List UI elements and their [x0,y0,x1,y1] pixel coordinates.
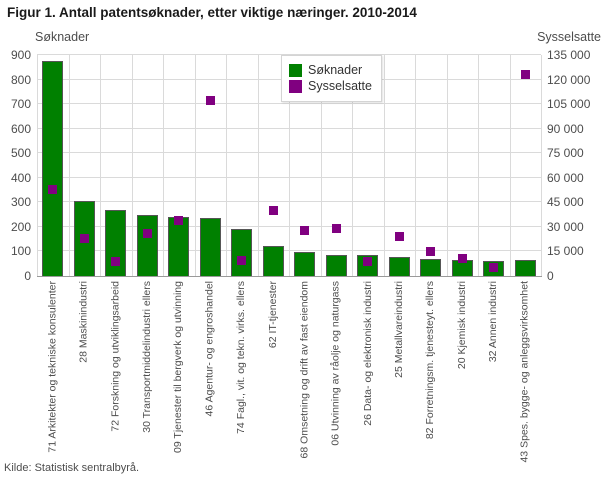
y-tick-label-left: 400 [10,170,31,185]
y-tick-label-right: 0 [547,269,554,283]
x-tick-label: 72 Forskning og utviklingsarbeid [109,281,122,432]
x-tick-label: 62 IT-tjenester [266,281,279,349]
y-tick-label-left: 900 [10,48,31,62]
x-axis-line [37,276,542,277]
gridline [195,55,196,276]
y-tick-label-left: 300 [10,195,31,210]
gridline [447,55,448,276]
y-tick-label-right: 90 000 [547,121,584,136]
x-tick-label: 68 Omsetning og drift av fast eiendom [298,281,311,459]
bar-71[interactable] [42,61,64,276]
marker-26[interactable] [363,256,373,266]
marker-74[interactable] [237,255,247,265]
x-tick-label: 32 Annen industri [487,281,500,363]
legend[interactable]: Søknader Sysselsatte [281,55,382,102]
gridline [415,55,416,276]
gridline [321,55,322,276]
marker-25[interactable] [394,232,404,242]
marker-06[interactable] [331,224,341,234]
legend-swatch-soknader-icon [289,63,302,77]
bar-43[interactable] [514,260,536,276]
gridline [69,55,70,276]
bar-30[interactable] [136,214,158,276]
marker-82[interactable] [426,246,436,256]
y-tick-label-left: 800 [10,72,31,87]
bar-68[interactable] [294,251,316,276]
gridline [541,55,542,276]
x-tick-label: 28 Maskinindustri [77,281,90,363]
marker-62[interactable] [268,206,278,216]
gridline [258,55,259,276]
x-tick-label: 26 Data- og elektronisk industri [361,281,374,426]
y-tick-label-left: 700 [10,97,31,112]
gridline [37,55,38,276]
gridline [510,55,511,276]
x-tick-label: 30 Transportmiddelindustri ellers [140,281,153,433]
legend-label: Sysselsatte [308,79,372,93]
bar-09[interactable] [168,217,190,276]
gridline [384,55,385,276]
marker-28[interactable] [79,233,89,243]
legend-item-sysselsatte[interactable]: Sysselsatte [289,79,372,93]
marker-20[interactable] [457,254,467,264]
gridline [289,55,290,276]
y-tick-label-left: 600 [10,121,31,136]
gridline [478,55,479,276]
source-note: Kilde: Statistisk sentralbyrå. [4,462,140,474]
y-tick-label-left: 0 [24,269,31,283]
gridline [37,54,541,55]
bar-62[interactable] [262,246,284,276]
marker-30[interactable] [142,228,152,238]
left-axis-title: Søknader [35,30,90,44]
y-tick-label-left: 200 [10,219,31,234]
x-tick-label: 09 Tjenester til bergverk og utvinning [172,281,185,453]
legend-swatch-sysselsatte-icon [289,79,302,93]
bar-72[interactable] [105,210,127,276]
x-tick-label: 82 Forretningsm. tjenesteyt. ellers [424,281,437,440]
x-tick-label: 74 Fagl., vit. og tekn. virks. ellers [235,281,248,434]
gridline [226,55,227,276]
y-tick-label-right: 105 000 [547,97,591,112]
gridline [163,55,164,276]
bar-46[interactable] [199,218,221,276]
y-tick-label-right: 135 000 [547,48,591,62]
legend-label: Søknader [308,63,363,77]
right-axis-title: Sysselsatte [537,30,601,44]
y-tick-label-right: 60 000 [547,170,584,185]
gridline [352,55,353,276]
x-tick-label: 43 Spes. bygge- og anleggsvirksomhet [518,281,531,463]
bar-25[interactable] [388,257,410,276]
x-tick-label: 71 Arkitekter og tekniske konsulenter [46,281,59,453]
y-tick-label-right: 75 000 [547,146,584,161]
y-tick-label-right: 15 000 [547,244,584,259]
y-tick-label-right: 45 000 [547,195,584,210]
marker-46[interactable] [205,96,215,106]
marker-68[interactable] [300,225,310,235]
x-tick-label: 46 Agentur- og engroshandel [203,281,216,417]
bar-06[interactable] [325,254,347,276]
chart-title: Figur 1. Antall patentsøknader, etter vi… [7,5,417,20]
plot-area [37,54,542,277]
legend-item-soknader[interactable]: Søknader [289,63,372,77]
marker-32[interactable] [489,263,499,273]
marker-09[interactable] [174,215,184,225]
x-tick-label: 06 Utvinning av råolje og naturgass [329,281,342,446]
y-tick-label-left: 100 [10,244,31,259]
x-tick-label: 25 Metallvareindustri [392,281,405,378]
marker-71[interactable] [48,184,58,194]
x-tick-label: 20 Kjemisk industri [455,281,468,370]
bar-82[interactable] [420,258,442,276]
marker-72[interactable] [111,256,121,266]
y-tick-label-right: 120 000 [547,72,591,87]
bar-74[interactable] [231,228,253,276]
gridline [100,55,101,276]
gridline [132,55,133,276]
marker-43[interactable] [520,70,530,80]
y-tick-label-left: 500 [10,146,31,161]
y-tick-label-right: 30 000 [547,219,584,234]
